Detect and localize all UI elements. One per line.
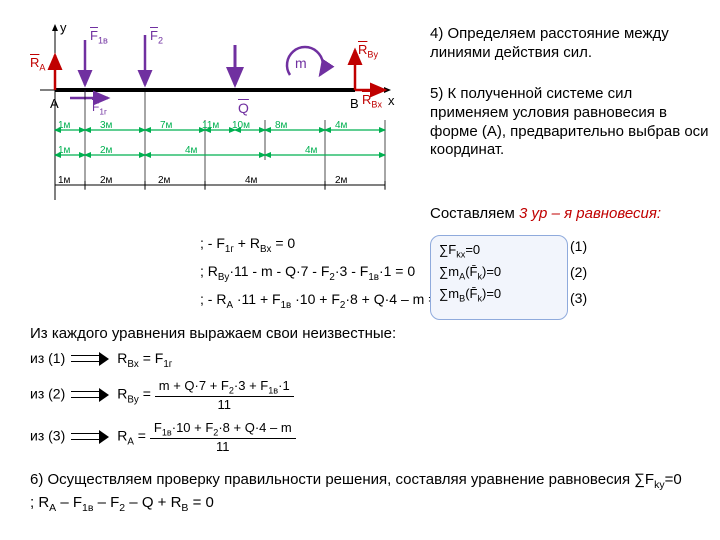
label-m: m [295,55,307,71]
label-F1g: F1г [92,100,107,116]
dim1-1: 3м [100,120,112,131]
implies-icon [71,353,111,365]
dim3-4: 2м [335,175,347,186]
eq1: ; - F1г + RBх = 0 [200,235,295,255]
from2-row: из (2)RBу = m + Q·7 + F2·3 + F1в·111 [30,378,294,412]
box-n2: (2) [570,264,587,280]
dim3-0: 1м [58,175,70,186]
from1-row: из (1)RBх = F1г [30,350,172,370]
dim2-1: 2м [100,145,112,156]
dim2-2: 4м [185,145,197,156]
label-Q: Q [238,100,249,116]
box-eq3: ∑mB(F̄k)=0 [439,284,559,306]
dim2-3: 4м [305,145,317,156]
step5b-text: Составляем 3 ур – я равновесия: [430,205,661,222]
svg-text:B: B [350,96,359,111]
label-RBy: RBу [358,42,378,60]
dim3-2: 2м [158,175,170,186]
dim1-2: 7м [160,120,172,131]
dim1-0: 1м [58,120,70,131]
label-F2: F2 [150,28,163,46]
label-RBx: RBх [362,92,382,110]
box-eq1: ∑Fkх=0 [439,240,559,262]
svg-text:A: A [50,96,59,111]
dim3-3: 4м [245,175,257,186]
dim1-5: 8м [275,120,287,131]
eq2: ; RBу·11 - m - Q·7 - F2·3 - F1в·1 = 0 [200,263,415,283]
implies-icon [71,431,111,443]
svg-text:x: x [388,93,395,108]
label-RA: RA [30,55,45,73]
dim1-4: 10м [232,120,250,131]
beam-diagram: y x A B [30,20,410,210]
step5-text: 5) К полученной системе сил применяем ус… [430,85,710,160]
dim2-0: 1м [58,145,70,156]
equations-box: ∑Fkх=0 ∑mA(F̄k)=0 ∑mB(F̄k)=0 [430,235,568,320]
eq3: ; - RA ·11 + F1в ·10 + F2·8 + Q·4 – m = … [200,291,448,311]
dim1-6: 4м [335,120,347,131]
from3-row: из (3)RA = F1в·10 + F2·8 + Q·4 – m11 [30,420,296,454]
dim1-3: 11м [202,120,219,131]
implies-icon [71,389,111,401]
step6-text: 6) Осуществляем проверку правильности ре… [30,470,690,515]
svg-text:y: y [60,20,67,35]
box-n3: (3) [570,290,587,306]
box-n1: (1) [570,238,587,254]
dim3-1: 2м [100,175,112,186]
step4-text: 4) Определяем расстояние между линиями д… [430,25,705,63]
express-text: Из каждого уравнения выражаем свои неизв… [30,325,396,342]
label-F1v: F1в [90,28,108,46]
box-eq2: ∑mA(F̄k)=0 [439,262,559,284]
